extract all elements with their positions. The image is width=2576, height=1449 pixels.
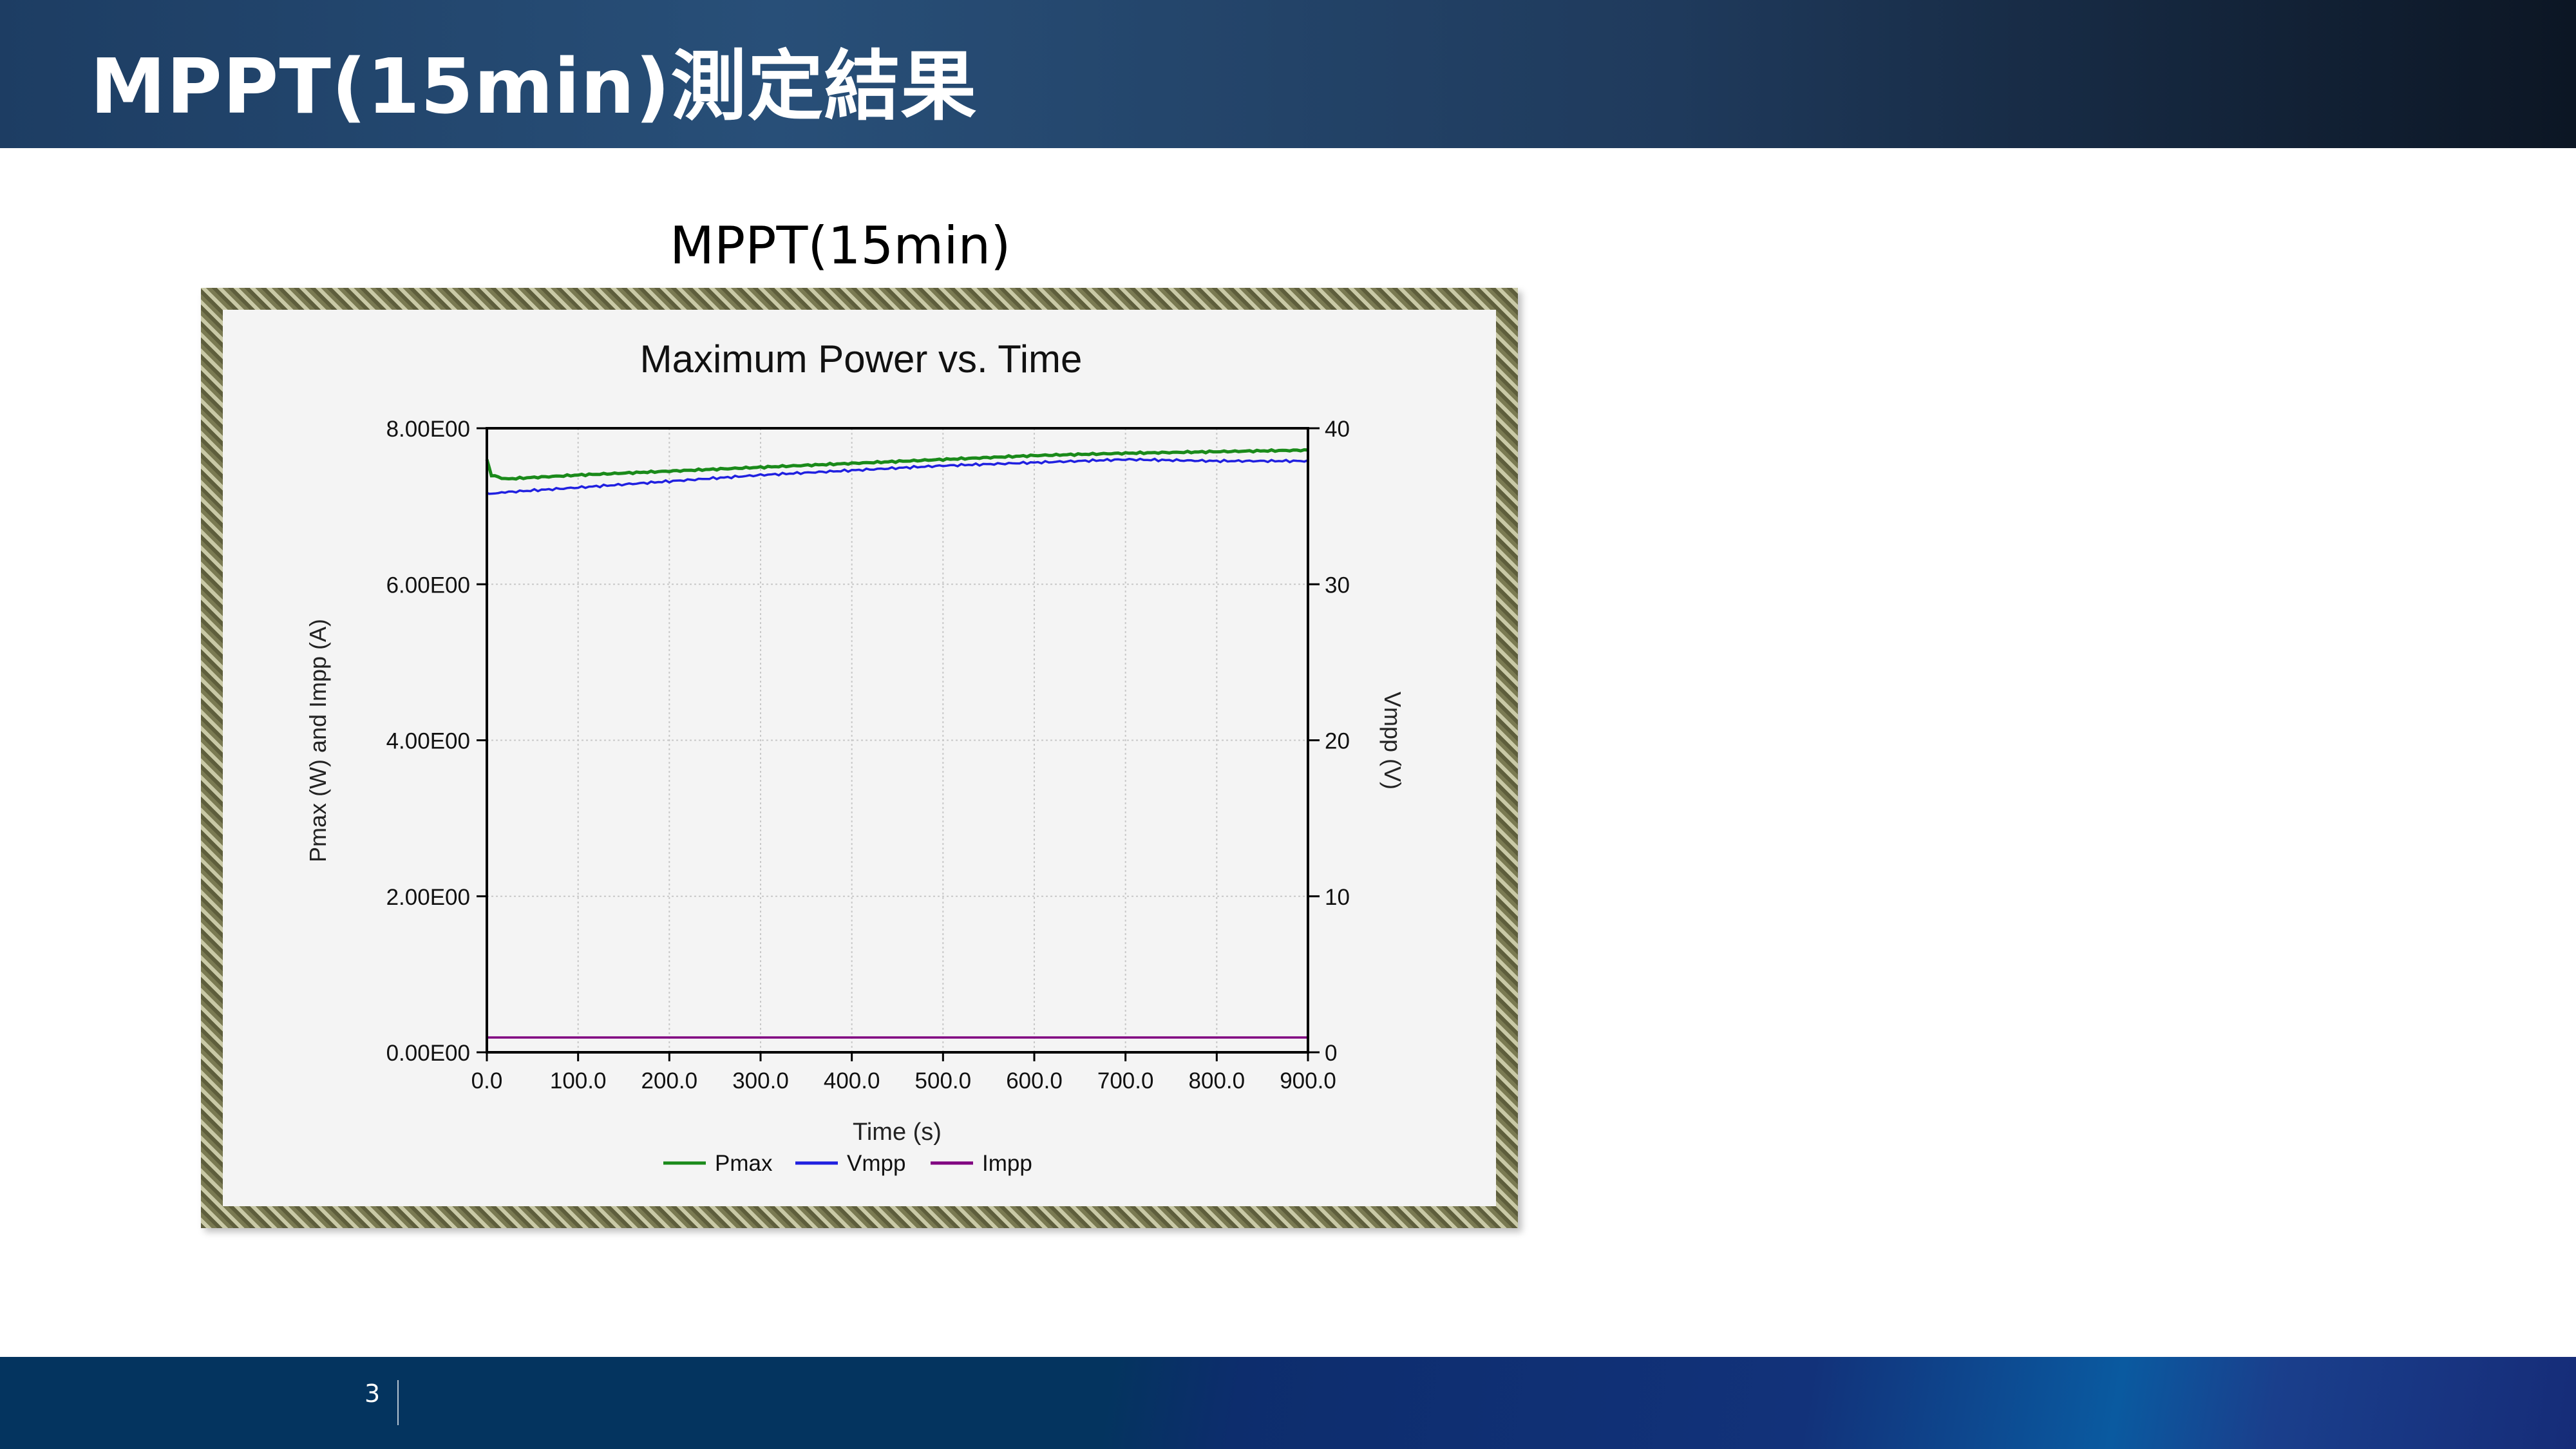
y-tick-label: 0.00E00 [386, 1041, 470, 1066]
chart-y-axis-label: Pmax (W) and Impp (A) [305, 619, 331, 862]
x-tick-label: 200.0 [641, 1068, 698, 1094]
chart-gridlines [487, 428, 1308, 1052]
x-tick-label: 600.0 [1006, 1068, 1063, 1094]
chart-caption: MPPT(15min) [670, 216, 1011, 276]
y2-tick-label: 10 [1325, 885, 1350, 910]
y2-tick-label: 0 [1325, 1041, 1337, 1066]
slide-footer: 3 [0, 1357, 2576, 1449]
x-tick-label: 300.0 [732, 1068, 789, 1094]
y-tick-label: 2.00E00 [386, 885, 470, 910]
series-line-pmax [485, 448, 1309, 481]
legend-label-vmpp: Vmpp [847, 1151, 905, 1176]
series-line-vmpp [486, 457, 1309, 495]
y2-tick-label: 20 [1325, 729, 1350, 754]
y2-tick-label: 30 [1325, 573, 1350, 598]
x-tick-label: 100.0 [550, 1068, 607, 1094]
x-tick-label: 700.0 [1097, 1068, 1154, 1094]
x-tick-label: 800.0 [1189, 1068, 1245, 1094]
y-tick-label: 6.00E00 [386, 573, 470, 598]
x-tick-label: 0.0 [471, 1068, 503, 1094]
slide-header: MPPT(15min)測定結果 [0, 0, 2576, 148]
slide-title: MPPT(15min)測定結果 [90, 42, 978, 131]
x-tick-label: 400.0 [824, 1068, 880, 1094]
chart-series [485, 448, 1309, 1039]
chart-axes: 0.0 100.0 200.0 300.0 400.0 500.0 600.0 700.0 80… [386, 417, 1350, 1094]
x-tick-label: 900.0 [1280, 1068, 1336, 1094]
chart-legend: Pmax Vmpp Impp [663, 1151, 1032, 1176]
chart-y2-axis-label: Vmpp (V) [1379, 692, 1406, 790]
y-tick-label: 8.00E00 [386, 417, 470, 442]
page-number: 3 [365, 1379, 381, 1408]
chart-x-axis-label: Time (s) [853, 1119, 942, 1146]
legend-label-pmax: Pmax [715, 1151, 773, 1176]
legend-label-impp: Impp [982, 1151, 1032, 1176]
y-tick-label: 4.00E00 [386, 729, 470, 754]
plot-border [486, 427, 1309, 1054]
footer-divider [397, 1380, 399, 1425]
y2-tick-label: 40 [1325, 417, 1350, 442]
x-tick-label: 500.0 [915, 1068, 972, 1094]
chart-title: Maximum Power vs. Time [640, 337, 1083, 381]
